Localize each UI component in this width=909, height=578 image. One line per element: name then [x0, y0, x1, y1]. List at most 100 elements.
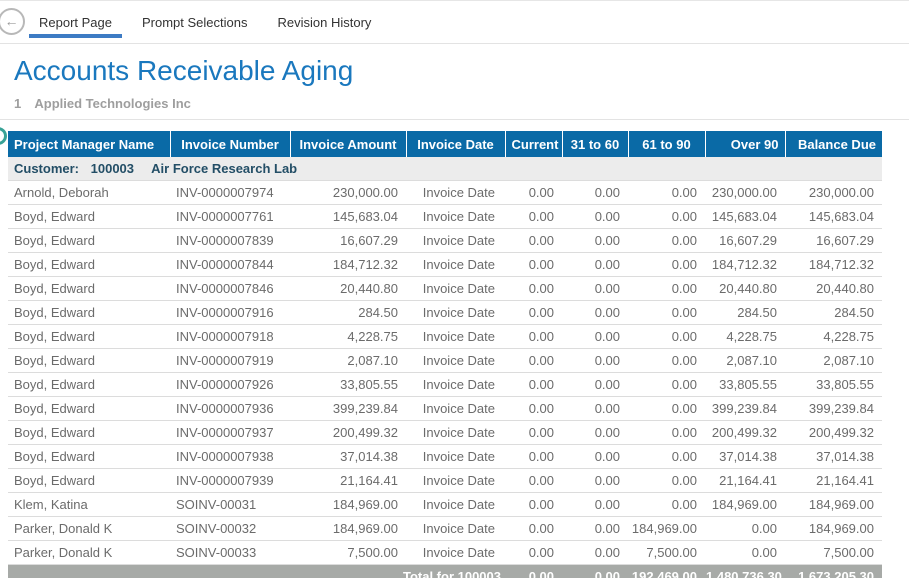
cell-invoice-date: Invoice Date [406, 204, 505, 229]
cell-31-60: 0.00 [562, 252, 628, 277]
cell-31-60: 0.00 [562, 300, 628, 325]
cell-61-90: 0.00 [628, 492, 705, 517]
cell-invoice-number: INV-0000007844 [170, 252, 290, 277]
cell-current: 0.00 [505, 396, 562, 421]
cell-balance-due: 7,500.00 [785, 540, 882, 565]
column-header-project-manager-name: Project Manager Name [8, 131, 170, 157]
column-header-61-to-90: 61 to 90 [627, 131, 705, 157]
cell-current: 0.00 [505, 444, 562, 469]
cell-61-90: 184,969.00 [628, 516, 705, 541]
cell-balance-due: 2,087.10 [785, 348, 882, 373]
tab-bar: ← Report Page Prompt Selections Revision… [0, 1, 909, 44]
cell-over-90: 33,805.55 [705, 372, 785, 397]
tab-label: Prompt Selections [142, 14, 248, 30]
cell-balance-due: 399,239.84 [785, 396, 882, 421]
tab-prompt-selections[interactable]: Prompt Selections [132, 1, 258, 43]
cell-invoice-date: Invoice Date [406, 540, 505, 565]
cell-balance-due: 184,969.00 [785, 516, 882, 541]
cell-over-90: 0.00 [705, 516, 785, 541]
cell-invoice-date: Invoice Date [406, 444, 505, 469]
cell-over-90: 0.00 [705, 540, 785, 565]
cell-31-60: 0.00 [562, 276, 628, 301]
table-row: Klem, Katina SOINV-00031 184,969.00 Invoice… [8, 492, 882, 517]
column-header-balance-due: Balance Due [784, 131, 882, 157]
cell-over-90: 145,683.04 [705, 204, 785, 229]
header-divider [0, 119, 909, 120]
company-name: Applied Technologies Inc [34, 96, 191, 111]
cell-balance-due: 21,164.41 [785, 468, 882, 493]
cell-invoice-amount: 184,969.00 [290, 492, 406, 517]
total-label: Total for 100003 [8, 564, 505, 578]
cell-61-90: 0.00 [628, 324, 705, 349]
total-31-60: 0.00 [562, 564, 628, 578]
cell-project-manager: Boyd, Edward [8, 300, 170, 325]
cell-61-90: 7,500.00 [628, 540, 705, 565]
cell-balance-due: 4,228.75 [785, 324, 882, 349]
table-row: Arnold, Deborah INV-0000007974 230,000.00 I… [8, 180, 882, 205]
cell-31-60: 0.00 [562, 444, 628, 469]
cell-invoice-number: INV-0000007839 [170, 228, 290, 253]
table-row: Boyd, Edward INV-0000007839 16,607.29 Invoi… [8, 228, 882, 253]
cell-project-manager: Boyd, Edward [8, 276, 170, 301]
cell-invoice-amount: 16,607.29 [290, 228, 406, 253]
cell-over-90: 20,440.80 [705, 276, 785, 301]
cell-61-90: 0.00 [628, 444, 705, 469]
cell-current: 0.00 [505, 348, 562, 373]
cell-31-60: 0.00 [562, 396, 628, 421]
cell-invoice-number: INV-0000007926 [170, 372, 290, 397]
cell-project-manager: Arnold, Deborah [8, 180, 170, 205]
cell-project-manager: Boyd, Edward [8, 252, 170, 277]
cell-project-manager: Boyd, Edward [8, 204, 170, 229]
cell-invoice-date: Invoice Date [406, 492, 505, 517]
cell-31-60: 0.00 [562, 324, 628, 349]
cell-31-60: 0.00 [562, 372, 628, 397]
cell-invoice-amount: 33,805.55 [290, 372, 406, 397]
cell-invoice-amount: 184,712.32 [290, 252, 406, 277]
table-row: Boyd, Edward INV-0000007919 2,087.10 Invoic… [8, 348, 882, 373]
cell-invoice-date: Invoice Date [406, 396, 505, 421]
cell-invoice-amount: 7,500.00 [290, 540, 406, 565]
cell-current: 0.00 [505, 180, 562, 205]
cell-current: 0.00 [505, 468, 562, 493]
report-index: 1 [14, 96, 22, 111]
column-header-invoice-amount: Invoice Amount [289, 131, 406, 157]
table-row: Boyd, Edward INV-0000007937 200,499.32 Invo… [8, 420, 882, 445]
tab-label: Revision History [277, 14, 372, 30]
cell-61-90: 0.00 [628, 276, 705, 301]
cell-balance-due: 37,014.38 [785, 444, 882, 469]
cell-over-90: 4,228.75 [705, 324, 785, 349]
cell-over-90: 37,014.38 [705, 444, 785, 469]
cell-current: 0.00 [505, 300, 562, 325]
cell-invoice-number: INV-0000007938 [170, 444, 290, 469]
tab-label: Report Page [39, 14, 112, 30]
cell-31-60: 0.00 [562, 348, 628, 373]
table-row: Boyd, Edward INV-0000007844 184,712.32 Invo… [8, 252, 882, 277]
cell-invoice-number: INV-0000007939 [170, 468, 290, 493]
ar-aging-table: Project Manager Name Invoice Number Invoic… [8, 131, 882, 578]
cell-project-manager: Boyd, Edward [8, 444, 170, 469]
table-header-row: Project Manager Name Invoice Number Invoic… [8, 131, 882, 157]
cell-31-60: 0.00 [562, 180, 628, 205]
cell-current: 0.00 [505, 276, 562, 301]
total-balance-due: 1,673,205.30 [785, 564, 882, 578]
cell-current: 0.00 [505, 420, 562, 445]
table-row: Boyd, Edward INV-0000007918 4,228.75 Invoic… [8, 324, 882, 349]
cell-invoice-date: Invoice Date [406, 228, 505, 253]
back-button[interactable]: ← [0, 8, 25, 35]
customer-total-row: Total for 100003 0.00 0.00 192,469.00 1,… [8, 564, 882, 578]
cell-over-90: 230,000.00 [705, 180, 785, 205]
table-header: Project Manager Name Invoice Number Invoic… [8, 131, 882, 157]
cell-project-manager: Klem, Katina [8, 492, 170, 517]
tab-revision-history[interactable]: Revision History [268, 1, 382, 43]
cell-invoice-date: Invoice Date [406, 276, 505, 301]
tab-report-page[interactable]: Report Page [29, 1, 122, 43]
cell-61-90: 0.00 [628, 348, 705, 373]
cell-invoice-amount: 20,440.80 [290, 276, 406, 301]
table-row: Parker, Donald K SOINV-00033 7,500.00 Invoi… [8, 540, 882, 565]
column-header-current: Current [504, 131, 562, 157]
cell-invoice-number: INV-0000007761 [170, 204, 290, 229]
cell-invoice-date: Invoice Date [406, 252, 505, 277]
cell-31-60: 0.00 [562, 492, 628, 517]
total-over-90: 1,480,736.30 [705, 564, 785, 578]
customer-group-row: Customer: 100003 Air Force Research Lab [8, 157, 882, 181]
